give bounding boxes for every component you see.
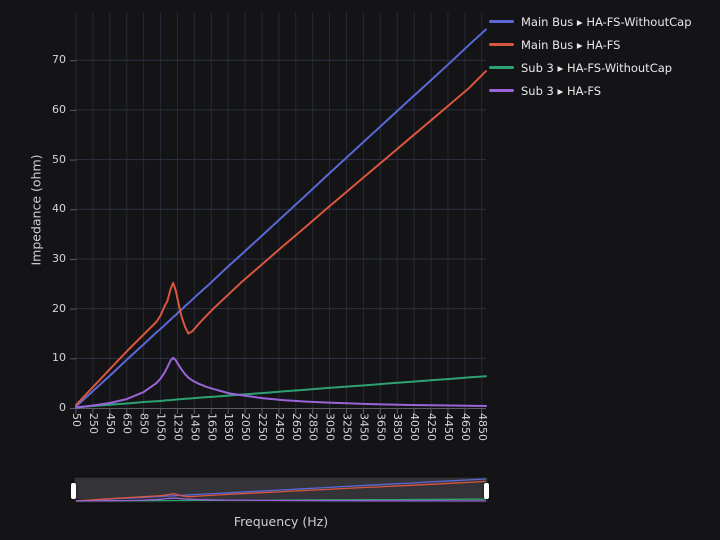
navigator-mini-series-3 (75, 498, 486, 502)
x-tick-label: 1650 (205, 413, 219, 441)
x-tick-label: 3850 (391, 413, 405, 441)
legend-item-2[interactable]: Main Bus ▸ HA-FS (489, 33, 692, 56)
legend-line-icon (489, 89, 514, 92)
x-tick-label: 4850 (475, 413, 489, 441)
y-tick-label: 70 (52, 53, 66, 67)
y-tick-label: 40 (52, 202, 66, 216)
x-tick-label: 450 (103, 413, 117, 434)
x-tick-label: 2850 (306, 413, 320, 441)
legend-label: Sub 3 ▸ HA-FS-WithoutCap (521, 60, 673, 75)
x-tick-label: 250 (86, 413, 100, 434)
navigator-mini-series-4 (75, 497, 486, 502)
y-tick-label: 50 (52, 152, 66, 166)
legend-item-1[interactable]: Main Bus ▸ HA-FS-WithoutCap (489, 10, 692, 33)
legend-label: Sub 3 ▸ HA-FS (521, 83, 602, 98)
legend-item-4[interactable]: Sub 3 ▸ HA-FS (489, 79, 692, 102)
y-tick-label: 60 (52, 102, 66, 116)
series-line-2 (75, 70, 487, 406)
y-tick-label: 10 (52, 351, 66, 365)
navigator-right-handle[interactable] (484, 483, 489, 499)
y-tick-label: 30 (52, 251, 66, 265)
x-tick-label: 2650 (289, 413, 303, 441)
legend: Main Bus ▸ HA-FS-WithoutCap Main Bus ▸ HA… (489, 10, 692, 102)
x-tick-label: 4450 (441, 413, 455, 441)
x-tick-label: 3250 (340, 413, 354, 441)
legend-line-icon (489, 20, 514, 23)
series-line-3 (75, 375, 487, 409)
legend-line-icon (489, 43, 514, 46)
x-tick-label: 1050 (154, 413, 168, 441)
x-tick-label: 1250 (171, 413, 185, 441)
x-tick-label: 1850 (222, 413, 236, 441)
x-tick-label: 2050 (239, 413, 253, 441)
x-tick-label: 4250 (425, 413, 439, 441)
y-tick-label: 0 (59, 401, 66, 414)
navigator-left-handle[interactable] (71, 483, 76, 499)
x-tick-label: 2250 (255, 413, 269, 441)
legend-label: Main Bus ▸ HA-FS-WithoutCap (521, 14, 692, 29)
legend-line-icon (489, 66, 514, 69)
x-tick-label: 4050 (408, 413, 422, 441)
x-tick-label: 3050 (323, 413, 337, 441)
navigator-mini-series-1 (75, 478, 487, 502)
y-tick-label: 20 (52, 301, 66, 315)
x-tick-label: 2450 (272, 413, 286, 441)
x-axis-title: Frequency (Hz) (233, 514, 329, 529)
navigator-mini-series-2 (75, 480, 487, 502)
legend-item-3[interactable]: Sub 3 ▸ HA-FS-WithoutCap (489, 56, 692, 79)
x-tick-label: 1450 (188, 413, 202, 441)
x-tick-label: 4650 (458, 413, 472, 441)
y-axis-title: Impedance (ohm) (28, 154, 44, 266)
series-line-4 (75, 356, 487, 409)
x-tick-label: 3450 (357, 413, 371, 441)
x-tick-label: 650 (120, 413, 134, 434)
x-tick-label: 3650 (374, 413, 388, 441)
x-tick-label: 850 (137, 413, 151, 434)
series-line-1 (75, 28, 487, 408)
x-tick-label: 50 (70, 413, 83, 427)
legend-label: Main Bus ▸ HA-FS (521, 37, 621, 52)
